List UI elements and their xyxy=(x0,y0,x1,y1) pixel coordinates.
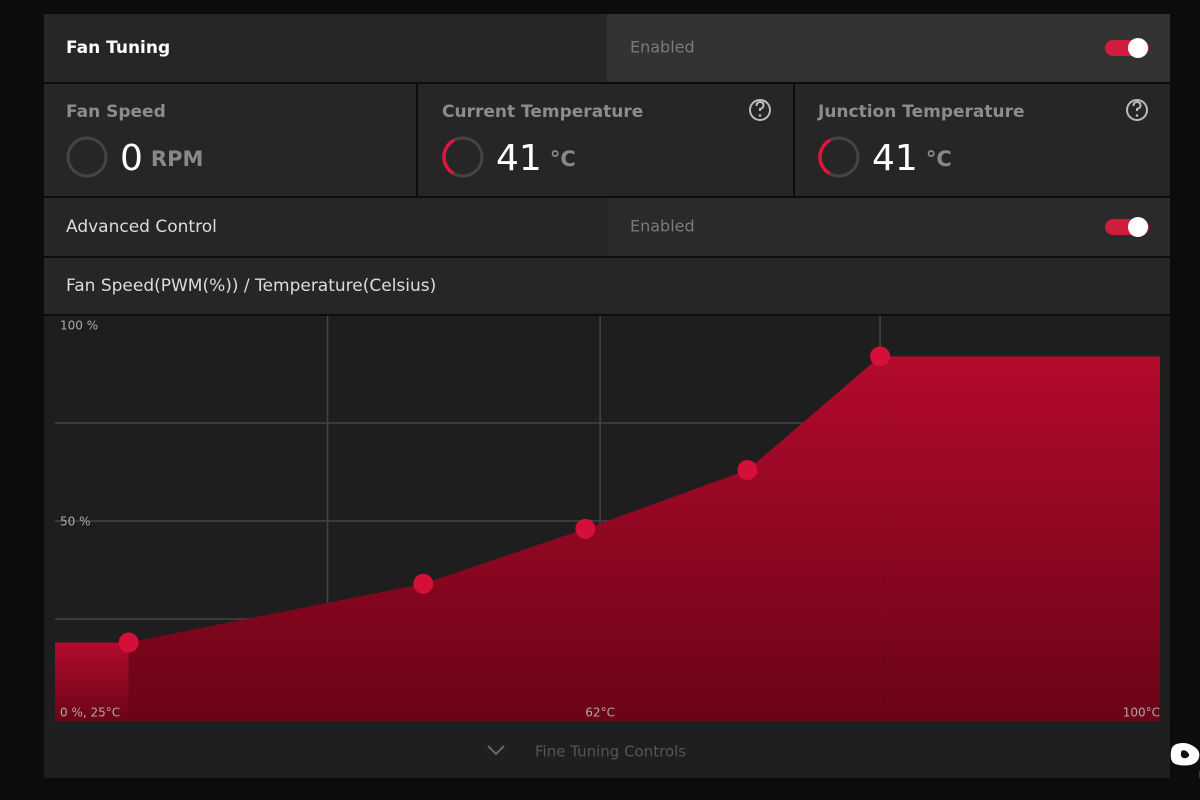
y-tick-label: 50 % xyxy=(60,515,91,529)
advanced-status: Enabled xyxy=(630,217,695,236)
toggle[interactable] xyxy=(1105,217,1149,237)
help-icon xyxy=(749,99,771,121)
metric-card xyxy=(44,84,416,196)
help-icon-dot xyxy=(1135,114,1139,117)
advanced-status-panel xyxy=(607,198,1170,256)
advanced-title: Advanced Control xyxy=(66,217,217,237)
chevron-icon xyxy=(487,745,505,756)
toggle-knob xyxy=(1128,38,1148,58)
metric-unit: RPM xyxy=(151,147,203,171)
metric-unit: °C xyxy=(926,147,952,171)
advanced-panel xyxy=(44,198,607,256)
curve-area xyxy=(128,356,881,722)
metric-reading: 41 °C xyxy=(496,138,576,179)
header-title: Fan Tuning xyxy=(66,38,170,58)
curve-area-extension xyxy=(880,356,1160,722)
metrics: Fan Speed 0 RPM Current Temperature 41 °C Junc… xyxy=(66,99,1148,179)
chart-header xyxy=(44,258,1170,314)
metric-value: 0 xyxy=(120,138,143,179)
help-icon-glyph xyxy=(755,100,765,111)
toggle-knob xyxy=(1128,217,1148,237)
metric-label: Junction Temperature xyxy=(817,102,1025,122)
toggle[interactable] xyxy=(1105,38,1149,58)
y-tick-label: 100 % xyxy=(60,319,98,333)
help-icon xyxy=(1126,99,1148,121)
metric-card xyxy=(795,84,1170,196)
metric-label: Fan Speed xyxy=(66,102,166,122)
metric-value: 41 xyxy=(872,138,918,179)
header-status: Enabled xyxy=(630,38,695,57)
gauge-ring xyxy=(66,136,108,178)
help-icon-dot xyxy=(758,114,762,117)
footer-label[interactable]: Fine Tuning Controls xyxy=(535,743,686,761)
gauge-arc xyxy=(442,138,456,175)
chart-title: Fan Speed(PWM(%)) / Temperature(Celsius) xyxy=(66,276,436,296)
chart: 100 % 50 % 0 %, 25°C 62°C 100°C xyxy=(55,316,1160,722)
metric-label: Current Temperature xyxy=(442,102,643,122)
gauge-arc xyxy=(818,138,832,175)
footer[interactable] xyxy=(44,722,1170,778)
x-tick-label: 62°C xyxy=(585,706,615,720)
curve-point xyxy=(575,518,596,539)
curve-point xyxy=(118,632,139,653)
metric-reading: 41 °C xyxy=(872,138,952,179)
x-tick-label: 100°C xyxy=(1123,706,1160,720)
metric-unit: °C xyxy=(550,147,576,171)
header-panel xyxy=(44,14,607,82)
header-status-panel xyxy=(607,14,1170,82)
metric-card xyxy=(418,84,793,196)
curve-point xyxy=(870,346,891,367)
curve-area-extension xyxy=(55,642,129,722)
watermark: آچاره xyxy=(1168,708,1200,779)
x-tick-label: 0 %, 25°C xyxy=(60,706,120,720)
metric-value: 41 xyxy=(496,138,542,179)
curve-point xyxy=(737,460,758,481)
help-icon-glyph xyxy=(1132,100,1142,111)
curve-point xyxy=(413,573,434,594)
metric-reading: 0 RPM xyxy=(120,138,203,179)
